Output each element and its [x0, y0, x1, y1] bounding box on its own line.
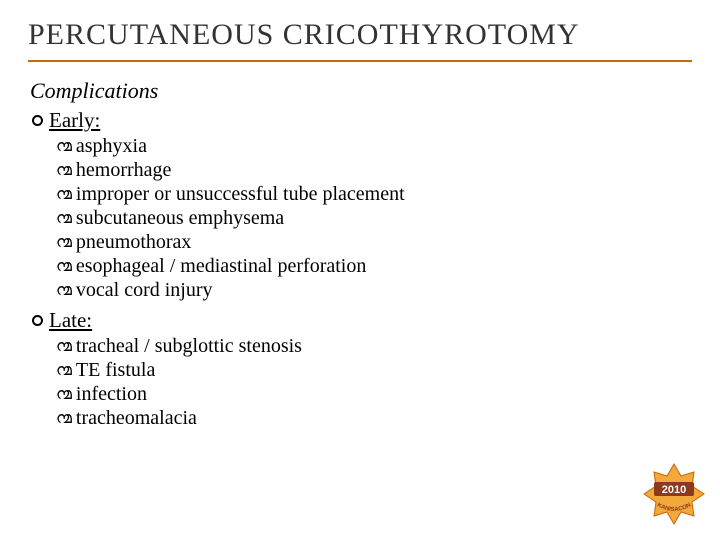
list-item: ൚ improper or unsuccessful tube placemen… — [56, 183, 692, 206]
swirl-bullet-icon: ൚ — [56, 362, 72, 380]
list-item: ൚ hemorrhage — [56, 159, 692, 182]
list-item: ൚ infection — [56, 383, 692, 406]
swirl-bullet-icon: ൚ — [56, 210, 72, 228]
slide-container: PERCUTANEOUS CRICOTHYROTOMY Complication… — [0, 0, 720, 449]
item-text: esophageal / mediastinal perforation — [76, 255, 366, 278]
list-item: ൚ esophageal / mediastinal perforation — [56, 255, 692, 278]
slide-title: PERCUTANEOUS CRICOTHYROTOMY — [28, 18, 692, 62]
list-item: ൚ TE fistula — [56, 359, 692, 382]
section-early: Early: — [32, 108, 692, 133]
list-item: ൚ pneumothorax — [56, 231, 692, 254]
list-item: ൚ subcutaneous emphysema — [56, 207, 692, 230]
swirl-bullet-icon: ൚ — [56, 410, 72, 428]
item-text: subcutaneous emphysema — [76, 207, 284, 230]
badge-star-icon: 2010 KANISACON — [642, 462, 706, 526]
swirl-bullet-icon: ൚ — [56, 338, 72, 356]
item-text: asphyxia — [76, 135, 147, 158]
subtitle: Complications — [30, 78, 692, 104]
swirl-bullet-icon: ൚ — [56, 186, 72, 204]
list-item: ൚ asphyxia — [56, 135, 692, 158]
badge-year: 2010 — [662, 484, 686, 496]
item-text: pneumothorax — [76, 231, 192, 254]
list-item: ൚ vocal cord injury — [56, 279, 692, 302]
conference-badge: 2010 KANISACON — [642, 462, 706, 526]
circle-bullet-icon — [32, 315, 43, 326]
item-text: improper or unsuccessful tube placement — [76, 183, 405, 206]
item-text: infection — [76, 383, 147, 406]
swirl-bullet-icon: ൚ — [56, 386, 72, 404]
item-text: hemorrhage — [76, 159, 172, 182]
swirl-bullet-icon: ൚ — [56, 162, 72, 180]
list-item: ൚ tracheomalacia — [56, 407, 692, 430]
section-label-early: Early: — [49, 108, 100, 133]
item-text: TE fistula — [76, 359, 155, 382]
swirl-bullet-icon: ൚ — [56, 138, 72, 156]
item-text: vocal cord injury — [76, 279, 213, 302]
section-label-late: Late: — [49, 308, 92, 333]
swirl-bullet-icon: ൚ — [56, 258, 72, 276]
section-late: Late: — [32, 308, 692, 333]
item-text: tracheomalacia — [76, 407, 197, 430]
item-text: tracheal / subglottic stenosis — [76, 335, 302, 358]
swirl-bullet-icon: ൚ — [56, 282, 72, 300]
swirl-bullet-icon: ൚ — [56, 234, 72, 252]
list-item: ൚ tracheal / subglottic stenosis — [56, 335, 692, 358]
circle-bullet-icon — [32, 115, 43, 126]
